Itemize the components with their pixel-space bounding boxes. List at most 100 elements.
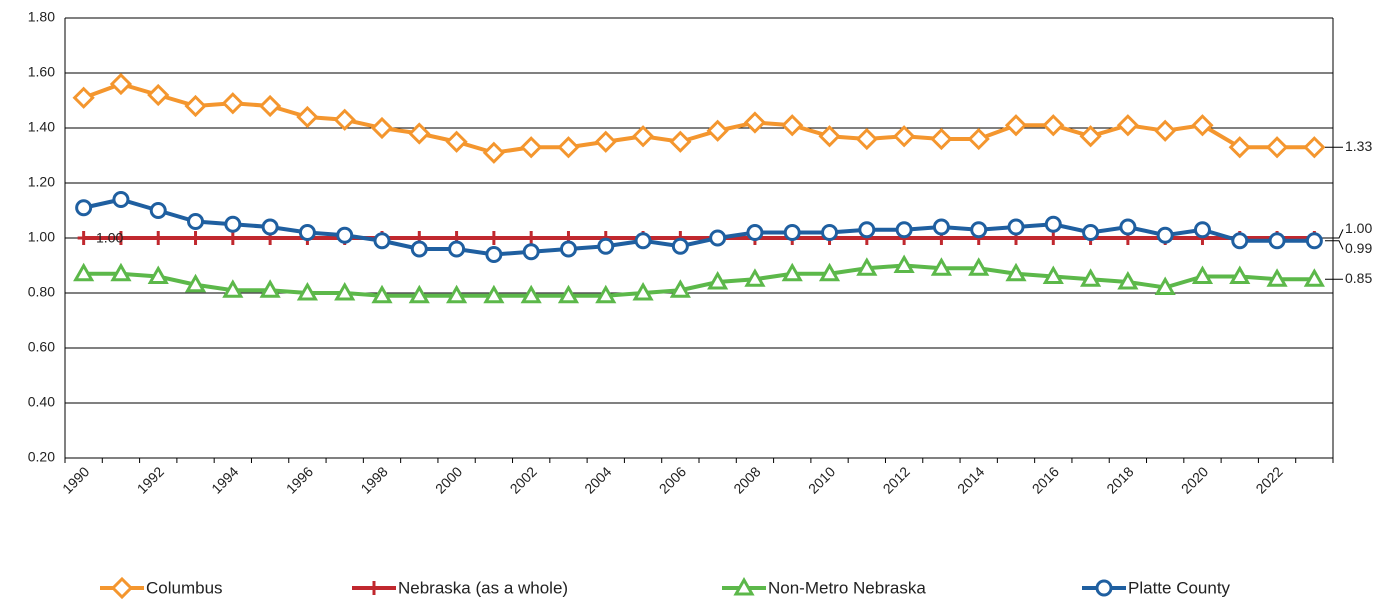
x-tick-label: 1994 (208, 463, 241, 496)
marker (932, 218, 950, 236)
x-tick-label: 2000 (432, 463, 465, 496)
marker (1154, 276, 1176, 295)
marker (446, 284, 468, 304)
x-tick-label: 2010 (805, 463, 838, 496)
marker (743, 111, 767, 134)
y-tick-label: 1.60 (28, 64, 55, 80)
marker (855, 127, 878, 151)
x-tick-label: 2004 (581, 463, 614, 496)
marker (781, 114, 804, 137)
marker (892, 125, 916, 148)
marker (221, 92, 244, 115)
legend-label: Columbus (146, 578, 223, 597)
marker (333, 108, 356, 131)
marker (149, 202, 167, 219)
marker (152, 231, 165, 245)
marker (445, 130, 468, 153)
y-tick-label: 0.60 (28, 339, 55, 355)
marker (1079, 125, 1102, 148)
marker (1229, 265, 1251, 284)
marker (482, 141, 506, 164)
marker (147, 265, 169, 284)
marker (1266, 268, 1288, 287)
marker (594, 130, 617, 153)
legend-label: Non-Metro Nebraska (768, 578, 926, 597)
marker (1268, 232, 1286, 250)
legend-item: Non-Metro Nebraska (722, 576, 926, 597)
marker (112, 191, 130, 208)
marker (483, 284, 505, 304)
marker (706, 119, 729, 142)
legend-marker (1095, 579, 1113, 597)
marker (781, 262, 803, 282)
marker (631, 125, 655, 148)
data-label: 0.99 (1345, 240, 1372, 256)
legend-label: Nebraska (as a whole) (398, 578, 568, 597)
x-tick-label: 2002 (507, 463, 540, 496)
legend-marker (368, 581, 380, 595)
y-tick-label: 1.20 (28, 174, 55, 190)
marker (632, 281, 654, 301)
marker (595, 284, 617, 304)
marker (744, 268, 766, 287)
marker (1156, 226, 1174, 244)
marker (1154, 119, 1177, 142)
x-tick-label: 2008 (730, 463, 763, 496)
y-tick-label: 0.40 (28, 394, 55, 410)
x-tick-label: 1990 (59, 463, 92, 496)
marker (73, 262, 95, 282)
marker (184, 94, 207, 118)
marker (893, 254, 915, 273)
marker (373, 232, 391, 250)
marker (1007, 218, 1025, 236)
data-label: 0.85 (1345, 270, 1372, 286)
marker (669, 130, 692, 153)
marker (187, 213, 205, 230)
x-tick-label: 2012 (880, 463, 913, 496)
marker (75, 199, 93, 217)
legend-marker (110, 576, 134, 600)
marker (1042, 265, 1064, 284)
marker (559, 240, 577, 258)
x-tick-label: 2014 (954, 463, 987, 496)
marker (408, 284, 430, 304)
marker (1191, 114, 1214, 137)
marker (1305, 232, 1323, 250)
marker (1303, 268, 1325, 287)
y-tick-label: 0.80 (28, 284, 55, 300)
marker (968, 257, 990, 276)
marker (1265, 136, 1289, 159)
x-tick-label: 2006 (656, 463, 689, 496)
marker (557, 284, 580, 304)
marker (746, 224, 764, 241)
marker (77, 231, 90, 245)
marker (895, 221, 913, 239)
marker (487, 231, 500, 245)
marker (634, 232, 652, 250)
marker (298, 224, 316, 241)
y-tick-label: 1.00 (28, 229, 55, 245)
marker (1117, 270, 1139, 290)
marker (226, 231, 239, 245)
marker (1191, 265, 1214, 284)
marker (296, 281, 318, 301)
marker (410, 240, 428, 258)
marker (485, 246, 503, 263)
marker (1042, 114, 1065, 137)
marker (1228, 136, 1251, 159)
marker (1193, 221, 1211, 239)
marker (1080, 268, 1102, 287)
series-line (83, 197, 1315, 257)
x-tick-label: 2016 (1029, 463, 1062, 496)
marker (671, 237, 689, 255)
marker (224, 215, 242, 233)
legend-item: Nebraska (as a whole) (352, 578, 568, 597)
leader-line (1325, 229, 1344, 239)
marker (821, 224, 839, 241)
marker (520, 136, 543, 159)
x-tick-label: 2020 (1178, 463, 1211, 496)
marker (970, 221, 988, 239)
marker (259, 279, 281, 298)
marker (189, 231, 202, 245)
marker (448, 240, 466, 258)
